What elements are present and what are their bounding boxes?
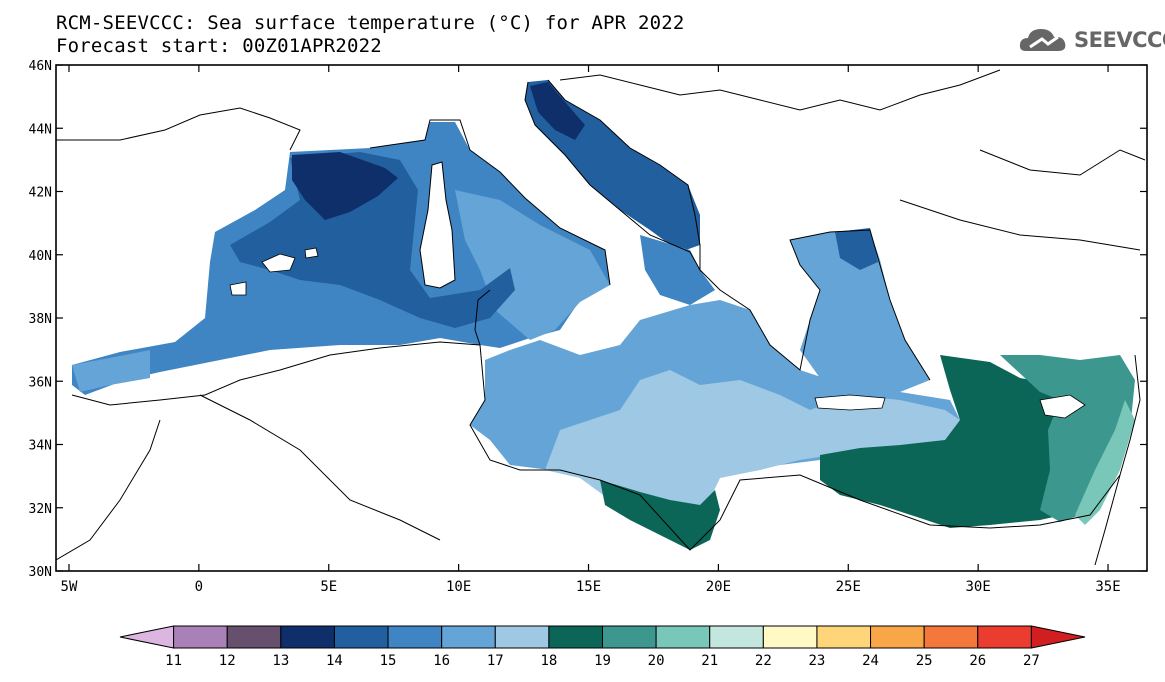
colorbar-label: 15 [380, 653, 397, 669]
colorbar-label: 20 [648, 653, 665, 669]
coastlines [56, 69, 1146, 566]
latitude-axis: 46N 44N 42N 40N 38N 36N 34N 32N 30N [29, 59, 1147, 580]
colorbar-segment [655, 625, 711, 649]
lon-label: 35E [1095, 579, 1120, 595]
lon-label: 0 [195, 579, 203, 595]
lon-label: 10E [446, 579, 471, 595]
colorbar-label: 13 [272, 653, 289, 669]
colorbar-segment [816, 625, 872, 649]
colorbar-max-arrow [1030, 625, 1086, 649]
sst-field [72, 80, 1135, 550]
forecast-start-label: Forecast start: 00Z01APR2022 [56, 35, 382, 57]
sirte-sst-19 [600, 480, 720, 550]
colorbar-segment [333, 625, 389, 649]
colorbar-label: 27 [1023, 653, 1040, 669]
lat-label: 30N [29, 565, 52, 580]
colorbar-segment [709, 625, 764, 649]
lat-label: 42N [29, 186, 52, 201]
lat-label: 34N [29, 439, 52, 454]
north-aegean-cold [835, 228, 878, 270]
colorbar-segment [494, 625, 550, 649]
colorbar-segment [226, 625, 282, 649]
colorbar-segment [870, 625, 925, 649]
colorbar-segment [602, 625, 657, 649]
colorbar: 11 12 13 14 15 16 17 18 19 20 21 22 23 24 25 26 27 [119, 625, 1086, 669]
colorbar-label: 16 [433, 653, 450, 669]
corsica-sardinia [419, 161, 456, 289]
colorbar-label: 21 [701, 653, 718, 669]
lat-label: 46N [29, 59, 52, 74]
colorbar-label: 26 [969, 653, 986, 669]
colorbar-segment [387, 625, 443, 649]
lat-label: 44N [29, 122, 52, 137]
seevccc-logo: SEEVCCC [1018, 24, 1165, 56]
cloud-logo-icon [1019, 29, 1066, 51]
colorbar-segment [280, 625, 335, 649]
lon-label: 20E [706, 579, 731, 595]
lon-label: 5W [61, 579, 78, 595]
colorbar-label: 14 [326, 653, 343, 669]
colorbar-label: 24 [862, 653, 879, 669]
aegean-sst [790, 230, 930, 392]
colorbar-min-arrow [119, 625, 175, 649]
colorbar-segment [977, 625, 1032, 649]
colorbar-label: 23 [809, 653, 826, 669]
colorbar-segment [548, 625, 604, 649]
coldest-sst [292, 152, 398, 220]
lon-label: 30E [966, 579, 991, 595]
colorbar-label: 18 [540, 653, 557, 669]
north-adriatic-coldest [530, 82, 585, 140]
balearic-islands [229, 247, 319, 296]
lat-label: 40N [29, 249, 52, 264]
colorbar-segment [441, 625, 496, 649]
alboran-sst [72, 350, 150, 392]
colorbar-segment [923, 625, 979, 649]
colorbar-label: 12 [219, 653, 236, 669]
levant-sst-21 [1075, 400, 1135, 525]
colorbar-label: 11 [165, 653, 182, 669]
colorbar-label: 17 [487, 653, 504, 669]
lat-label: 36N [29, 375, 52, 390]
lat-label: 32N [29, 502, 52, 517]
map-title: RCM-SEEVCCC: Sea surface temperature (°C… [56, 12, 685, 34]
south-adriatic-sst [640, 235, 715, 305]
gulf-of-lion-sst [230, 152, 515, 328]
colorbar-label: 25 [916, 653, 933, 669]
colorbar-label: 19 [594, 653, 611, 669]
colorbar-segment [173, 625, 228, 649]
lat-label: 38N [29, 312, 52, 327]
colorbar-segment [762, 625, 818, 649]
colorbar-label: 22 [755, 653, 772, 669]
lon-label: 15E [576, 579, 601, 595]
lon-label: 25E [836, 579, 861, 595]
logo-text: SEEVCCC [1074, 28, 1165, 52]
cyprus [1039, 394, 1086, 419]
longitude-axis: 5W 0 5E 10E 15E 20E 25E 30E 35E [61, 65, 1121, 595]
crete [814, 394, 886, 411]
lon-label: 5E [320, 579, 337, 595]
